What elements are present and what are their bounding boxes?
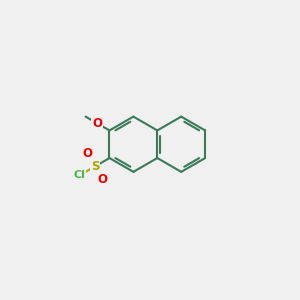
Text: O: O <box>98 173 108 186</box>
Text: O: O <box>92 117 102 130</box>
Text: Cl: Cl <box>74 170 85 180</box>
Text: S: S <box>91 160 99 173</box>
Text: O: O <box>82 147 93 160</box>
